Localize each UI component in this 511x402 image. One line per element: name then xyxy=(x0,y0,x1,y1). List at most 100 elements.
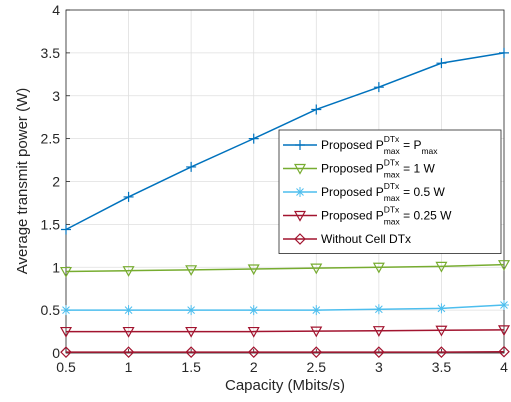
legend-label-superscript: DTx xyxy=(384,134,400,144)
data-point xyxy=(435,346,448,358)
legend-item: Proposed PDTx max = 1 W xyxy=(283,158,435,180)
legend-label: Proposed PDTx max = 0.25 W xyxy=(321,205,452,227)
data-point xyxy=(436,58,447,69)
data-point xyxy=(311,305,322,316)
data-point xyxy=(123,305,134,316)
legend-marker xyxy=(293,163,307,175)
series-5 xyxy=(60,345,510,358)
legend-label: Proposed PDTx max = 1 W xyxy=(321,158,435,180)
legend-label-end-subscript: max xyxy=(421,146,438,156)
data-point xyxy=(122,266,135,277)
legend-label-subscript: max xyxy=(384,146,401,156)
legend-label-middle: = 1 W xyxy=(400,162,436,176)
series-line xyxy=(66,329,505,333)
y-tick-label: 1 xyxy=(52,259,60,275)
legend-label: Without Cell DTx xyxy=(321,232,411,246)
data-point xyxy=(247,326,260,338)
data-point xyxy=(310,326,323,338)
x-tick-label: 1.5 xyxy=(181,359,201,375)
x-tick-label: 2 xyxy=(250,359,258,375)
legend-label-prefix: Proposed P xyxy=(321,209,384,223)
data-point xyxy=(61,224,71,235)
data-point xyxy=(436,303,447,314)
data-point xyxy=(372,262,385,274)
data-point xyxy=(373,82,384,93)
data-point xyxy=(60,346,72,358)
data-point xyxy=(61,305,71,316)
data-point xyxy=(247,264,260,276)
data-point xyxy=(185,326,198,338)
data-point xyxy=(372,326,385,337)
x-tick-label: 4 xyxy=(500,359,508,375)
legend-marker xyxy=(294,233,306,245)
data-point xyxy=(497,260,511,271)
y-tick-label: 0.5 xyxy=(41,302,61,318)
series-group xyxy=(59,47,511,358)
plot-border xyxy=(65,9,505,354)
data-point xyxy=(185,265,198,277)
legend-item: Proposed PDTx max = 0.5 W xyxy=(283,181,445,203)
legend-item: Without Cell DTx xyxy=(283,232,411,246)
legend-item: Proposed PDTx max = 0.25 W xyxy=(283,205,452,227)
series-line xyxy=(65,52,505,231)
legend-label-middle: = 0.25 W xyxy=(400,209,452,223)
x-axis-label: Capacity (Mbits/s) xyxy=(225,377,345,394)
y-tick-label: 2.5 xyxy=(41,131,61,147)
legend-label-subscript: max xyxy=(384,170,401,180)
series-4 xyxy=(59,325,511,338)
data-point xyxy=(248,305,259,316)
data-point xyxy=(373,304,384,315)
series-line xyxy=(66,304,505,311)
data-point xyxy=(373,346,385,358)
data-point xyxy=(499,299,509,310)
series-2 xyxy=(59,260,511,278)
data-point xyxy=(310,263,323,275)
legend-marker xyxy=(295,140,305,150)
data-point xyxy=(497,325,511,337)
data-point xyxy=(186,161,197,172)
x-tick-label: 3 xyxy=(375,359,383,375)
data-point xyxy=(248,133,259,144)
series-1 xyxy=(61,47,509,235)
data-point xyxy=(435,325,448,337)
data-point xyxy=(122,326,135,338)
legend-label-prefix: Proposed P xyxy=(321,185,384,199)
data-point xyxy=(247,346,260,358)
legend-label-superscript: DTx xyxy=(384,158,400,168)
y-tick-label: 1.5 xyxy=(41,216,61,232)
data-point xyxy=(122,346,135,358)
series-line xyxy=(65,263,505,273)
series-3 xyxy=(61,299,509,316)
data-point xyxy=(311,104,322,115)
y-tick-label: 0 xyxy=(52,345,60,361)
x-tick-label: 1 xyxy=(125,359,133,375)
y-tick-label: 2 xyxy=(52,174,60,190)
legend-marker xyxy=(293,210,307,222)
legend-label: Proposed PDTx max = 0.5 W xyxy=(321,181,445,203)
y-axis-label: Average transmit power (W) xyxy=(14,88,31,274)
legend-label-subscript: max xyxy=(384,217,401,227)
data-point xyxy=(310,346,323,358)
data-point xyxy=(185,346,197,358)
data-point xyxy=(59,326,73,338)
data-point xyxy=(435,261,448,273)
legend-marker xyxy=(295,187,305,197)
data-point xyxy=(186,305,197,316)
data-point xyxy=(498,345,510,358)
y-tick-label: 3 xyxy=(52,88,60,104)
x-tick-label: 0.5 xyxy=(56,359,76,375)
legend-item: Proposed PDTx max = Pmax xyxy=(283,134,438,156)
legend-label-subscript: max xyxy=(384,193,401,203)
legend-label-superscript: DTx xyxy=(384,205,400,215)
x-tick-label: 3.5 xyxy=(432,359,452,375)
data-point xyxy=(59,266,73,278)
y-tick-label: 3.5 xyxy=(41,45,61,61)
x-tick-label: 2.5 xyxy=(307,359,327,375)
legend-label-prefix: Proposed P xyxy=(321,138,384,152)
data-point xyxy=(499,47,509,58)
legend-label-middle: = 0.5 W xyxy=(400,185,446,199)
y-tick-label: 4 xyxy=(52,2,60,18)
data-point xyxy=(123,191,134,202)
